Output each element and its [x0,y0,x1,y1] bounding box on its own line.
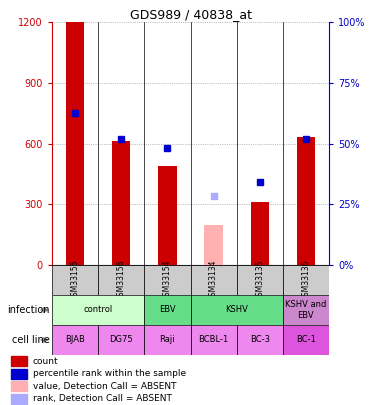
Text: GSM33154: GSM33154 [163,259,172,301]
Bar [11,369,27,379]
Text: KSHV and
EBV: KSHV and EBV [285,300,326,320]
Text: DG75: DG75 [109,335,133,345]
Bar [52,325,98,355]
Bar [11,356,27,366]
Text: EBV: EBV [159,305,176,315]
Bar [11,381,27,391]
Bar [98,325,144,355]
Text: BC-3: BC-3 [250,335,270,345]
Text: percentile rank within the sample: percentile rank within the sample [33,369,186,378]
Bar [190,265,237,295]
Text: infection: infection [7,305,50,315]
Text: GSM33136: GSM33136 [301,259,311,301]
Bar [190,295,283,325]
Text: GSM33155: GSM33155 [70,259,80,301]
Bar [112,141,131,265]
Bar [158,166,177,265]
Text: BJAB: BJAB [65,335,85,345]
Text: cell line: cell line [12,335,50,345]
Bar [52,265,98,295]
Title: GDS989 / 40838_at: GDS989 / 40838_at [129,8,252,21]
Text: GSM33134: GSM33134 [209,259,218,301]
Bar [250,202,269,265]
Bar [144,295,190,325]
Text: BC-1: BC-1 [296,335,316,345]
Text: GSM33135: GSM33135 [255,259,264,301]
Bar [283,265,329,295]
Text: Raji: Raji [160,335,175,345]
Text: rank, Detection Call = ABSENT: rank, Detection Call = ABSENT [33,394,172,403]
Bar [204,224,223,265]
Bar [283,295,329,325]
Text: value, Detection Call = ABSENT: value, Detection Call = ABSENT [33,382,176,391]
Bar [52,295,144,325]
Bar [190,325,237,355]
Bar [283,325,329,355]
Bar [237,265,283,295]
Bar [297,137,315,265]
Text: control: control [83,305,113,315]
Text: KSHV: KSHV [225,305,248,315]
Bar [144,325,190,355]
Bar [66,22,84,265]
Bar [98,265,144,295]
Text: count: count [33,357,58,366]
Text: BCBL-1: BCBL-1 [198,335,229,345]
Bar [237,325,283,355]
Text: GSM33156: GSM33156 [117,259,126,301]
Bar [11,394,27,404]
Bar [144,265,190,295]
